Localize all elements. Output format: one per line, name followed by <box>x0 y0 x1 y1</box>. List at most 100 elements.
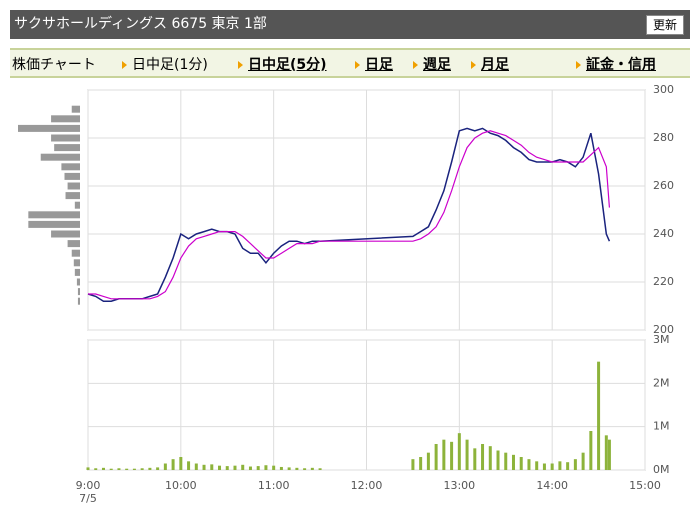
tab[interactable]: 月足 <box>471 54 509 74</box>
volume-bar <box>465 439 469 470</box>
tab: 株価チャート <box>12 57 96 73</box>
price-volume-bar <box>74 201 80 209</box>
tab-bar: 株価チャート 日中足(1分) 日中足(5分) 日足 週足 月足 証金・信用 <box>10 48 690 78</box>
price-volume-bar <box>54 144 80 152</box>
volume-bar <box>256 466 260 470</box>
refresh-button[interactable]: 更新 <box>645 15 684 35</box>
tab[interactable]: 証金・信用 <box>576 54 656 74</box>
volume-bar <box>218 465 222 470</box>
volume-bar <box>504 452 508 470</box>
volume-bar <box>279 466 283 470</box>
volume-bar <box>434 444 438 470</box>
tab[interactable]: 週足 <box>413 54 451 74</box>
volume-bar <box>566 462 570 470</box>
volume-bar <box>171 459 175 470</box>
price-volume-bar <box>64 172 80 180</box>
price-volume-bar <box>51 115 80 123</box>
y-tick-label: 240 <box>653 227 674 240</box>
volume-bar <box>125 468 129 470</box>
tab[interactable]: 日中足(5分) <box>238 54 327 74</box>
volume-bar <box>573 459 577 470</box>
x-tick-label: 14:00 <box>536 479 568 492</box>
x-tick-label: 15:00 <box>629 479 661 492</box>
volume-bar <box>310 467 314 470</box>
volume-bar <box>264 465 268 470</box>
volume-bar <box>187 461 191 470</box>
x-tick-label: 11:00 <box>258 479 290 492</box>
price-volume-bar <box>73 259 80 267</box>
volume-bar <box>519 457 523 470</box>
volume-bar <box>210 464 214 470</box>
header: サクサホールディングス 6675 東京 1部 更新 <box>10 10 690 39</box>
volume-bar <box>225 466 229 470</box>
volume-bar <box>109 468 113 470</box>
volume-bar <box>202 464 206 470</box>
volume-bar <box>589 431 593 470</box>
volume-bar <box>194 463 198 470</box>
volume-bar <box>287 467 291 470</box>
volume-bar <box>86 467 90 470</box>
tab[interactable]: 日中足(1分) <box>122 54 208 74</box>
x-tick-label: 10:00 <box>165 479 197 492</box>
volume-bar <box>233 465 237 470</box>
volume-bar <box>607 439 611 470</box>
volume-bar <box>535 461 539 470</box>
x-tick-label: 13:00 <box>443 479 475 492</box>
volume-bar <box>558 461 562 470</box>
price-volume-bar <box>67 182 80 190</box>
volume-bar <box>156 467 160 470</box>
volume-bar <box>473 448 477 470</box>
volume-bar <box>140 468 144 470</box>
volume-bar <box>496 450 500 470</box>
volume-bar <box>481 444 485 470</box>
volume-bar <box>442 439 446 470</box>
volume-bar <box>581 452 585 470</box>
volume-bar <box>527 459 531 470</box>
title: サクサホールディングス 6675 東京 1部 <box>14 16 267 32</box>
volume-bar <box>457 433 461 470</box>
y-tick-label: 3M <box>653 333 670 346</box>
volume-bar <box>511 454 515 470</box>
price-volume-bar <box>51 230 80 238</box>
volume-bar <box>597 361 601 470</box>
volume-bar <box>94 468 98 470</box>
price-volume-bar <box>51 134 80 142</box>
date-label: 7/5 <box>79 492 97 505</box>
price-volume-bar <box>71 105 80 113</box>
volume-bar <box>241 464 245 470</box>
volume-bar <box>295 467 299 470</box>
volume-bar <box>318 468 322 470</box>
x-tick-label: 9:00 <box>76 479 101 492</box>
volume-bar <box>248 466 252 470</box>
volume-bar <box>419 457 423 470</box>
volume-bar <box>411 459 415 470</box>
price-volume-bar <box>18 124 80 132</box>
tab[interactable]: 日足 <box>355 54 393 74</box>
price-line <box>87 127 611 302</box>
volume-bar <box>117 468 121 470</box>
volume-bar <box>604 435 608 470</box>
volume-bar <box>179 457 183 470</box>
volume-bar <box>132 468 136 470</box>
volume-bar <box>163 463 167 470</box>
y-tick-label: 280 <box>653 131 674 144</box>
volume-bar <box>272 465 276 470</box>
y-tick-label: 300 <box>653 83 674 96</box>
y-tick-label: 220 <box>653 275 674 288</box>
price-volume-bar <box>28 211 80 219</box>
volume-bar <box>148 467 152 470</box>
volume-bar <box>550 463 554 470</box>
y-tick-label: 260 <box>653 179 674 192</box>
volume-bar <box>101 467 105 470</box>
price-volume-bar <box>71 249 80 257</box>
volume-bar <box>542 463 546 470</box>
price-volume-bar <box>76 278 80 286</box>
volume-bar <box>426 452 430 470</box>
price-volume-bar <box>28 220 80 228</box>
price-volume-bar <box>74 268 80 276</box>
y-tick-label: 200 <box>653 323 674 336</box>
price-volume-bar <box>77 288 80 296</box>
price-line <box>88 130 611 300</box>
